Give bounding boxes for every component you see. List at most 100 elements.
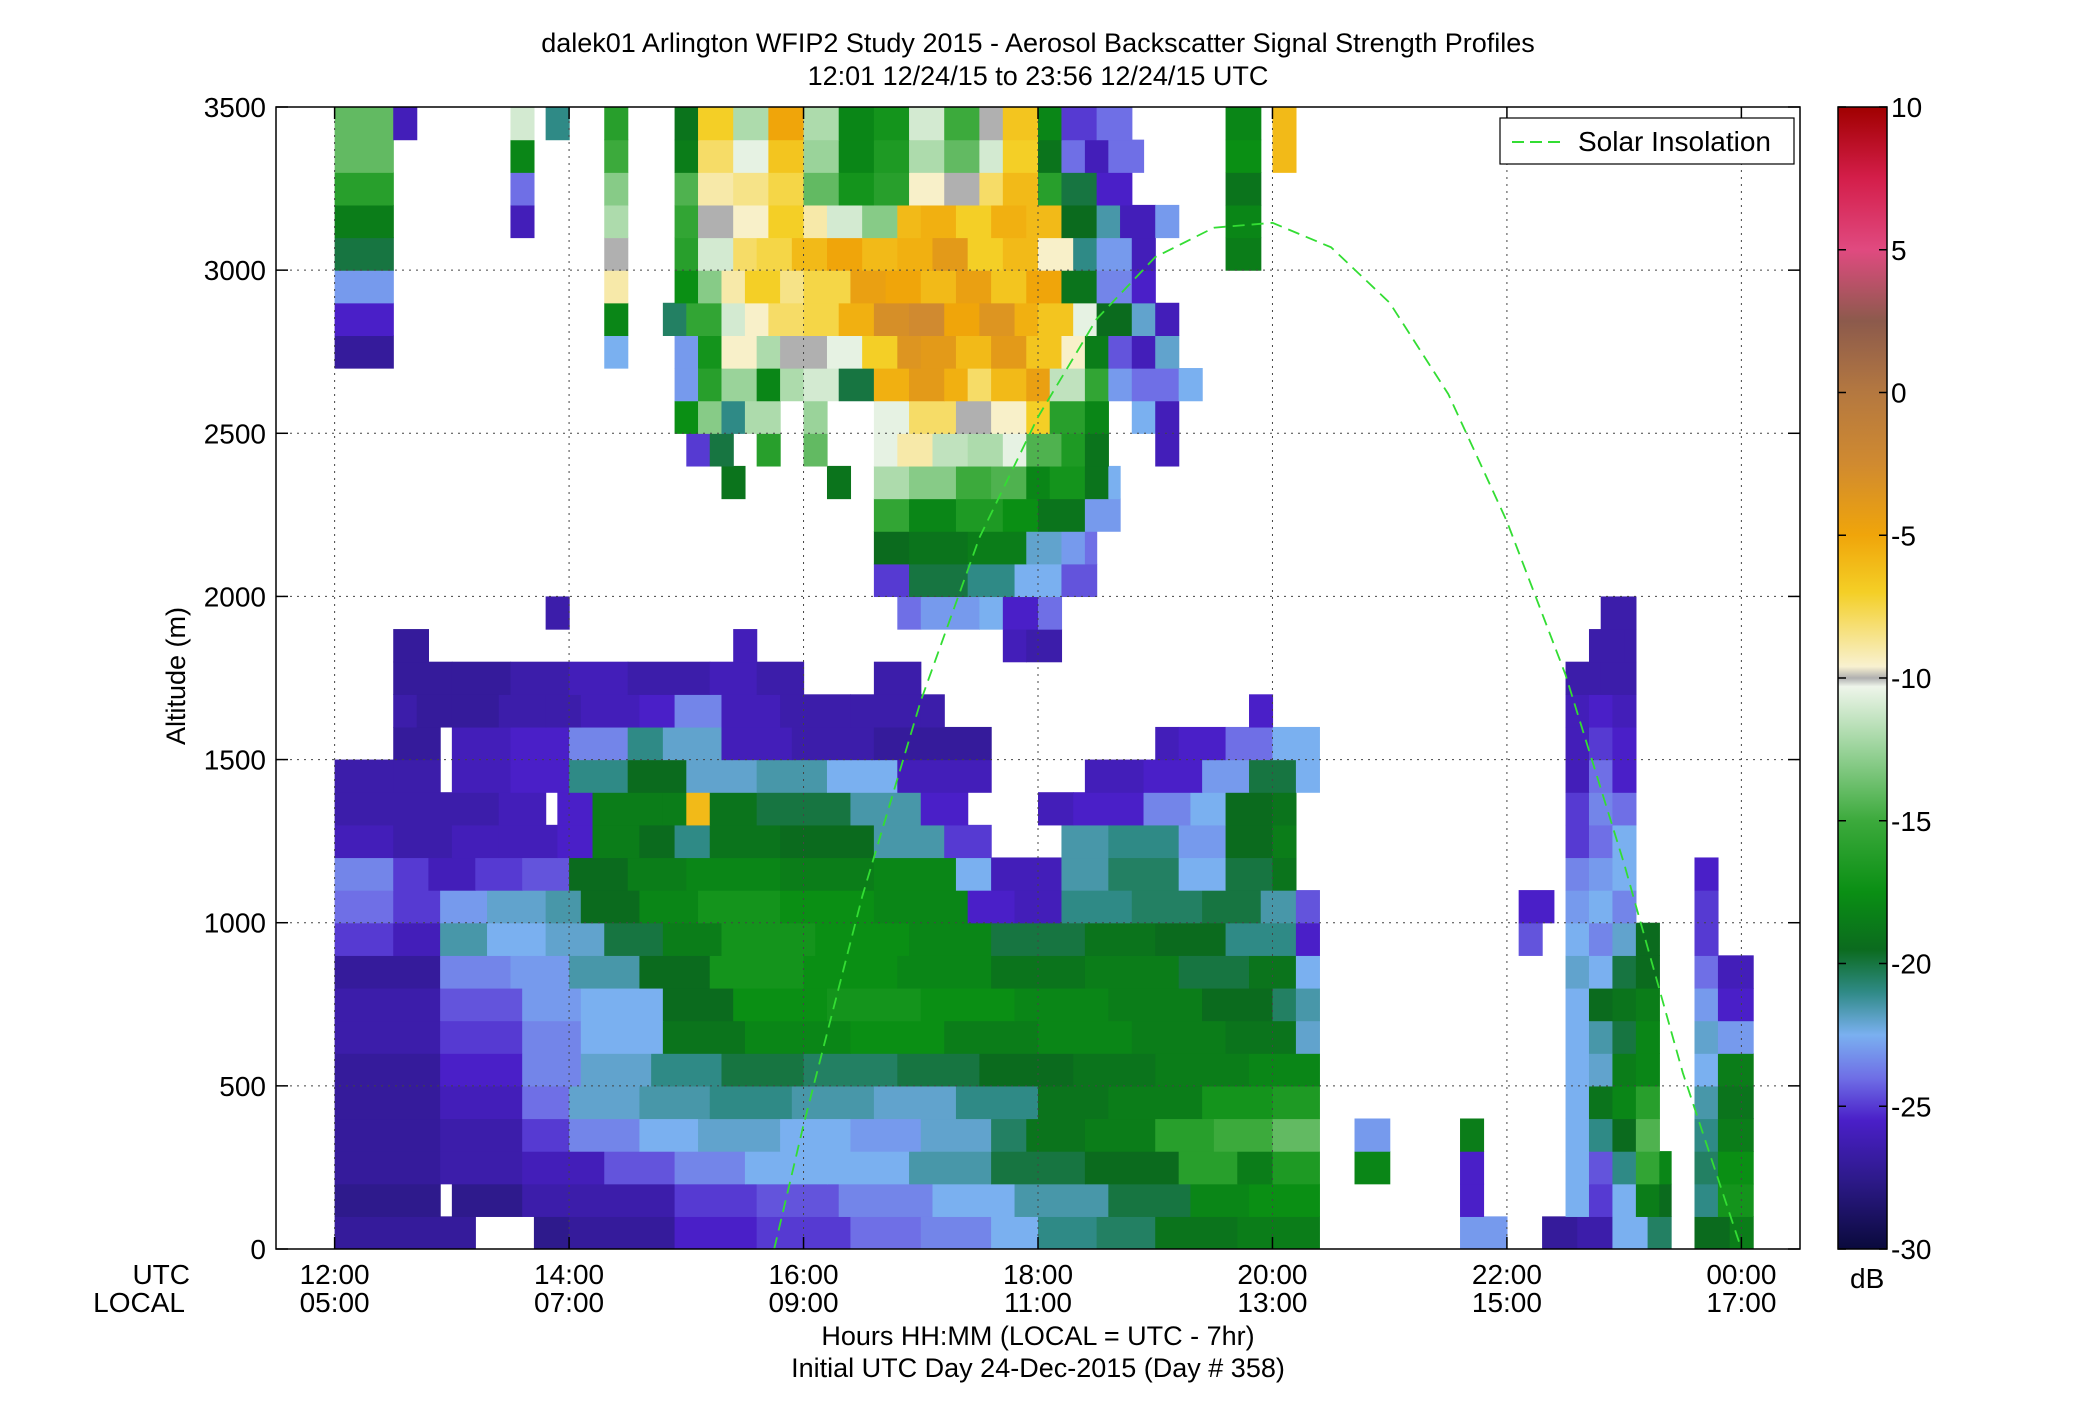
heatmap-cell (604, 107, 629, 141)
heatmap-cell (569, 1085, 641, 1120)
heatmap-cell (1612, 1020, 1637, 1054)
heatmap-cell (1061, 563, 1098, 598)
heatmap-cell (1565, 1020, 1590, 1054)
heatmap-cell (909, 139, 945, 173)
heatmap-cell (1038, 498, 1086, 532)
heatmap-cell (721, 922, 816, 956)
heatmap-cell (850, 1216, 922, 1249)
heatmap-cell (979, 596, 1004, 630)
chart-subtitle: 12:01 12/24/15 to 23:56 12/24/15 UTC (808, 61, 1269, 91)
heatmap-cell (897, 237, 934, 271)
heatmap-cell (639, 1085, 711, 1120)
heatmap-cell (510, 759, 570, 793)
heatmap-cell (768, 172, 805, 206)
heatmap-cell (334, 1216, 476, 1249)
heatmap-cell (791, 1085, 875, 1120)
heatmap-cell (873, 368, 910, 402)
heatmap-cell (944, 824, 992, 859)
heatmap-cell (334, 1085, 441, 1120)
heatmap-cell (1120, 204, 1156, 239)
heatmap-cell (440, 1118, 523, 1152)
y-tick-label: 3500 (204, 92, 266, 123)
heatmap-cell (1202, 759, 1250, 793)
heatmap-cell (334, 1053, 441, 1087)
heatmap-cell (920, 204, 957, 239)
heatmap-cell (522, 1053, 582, 1087)
heatmap-cell (1038, 302, 1074, 336)
heatmap-cell (991, 857, 1063, 891)
heatmap-cell (850, 1020, 945, 1054)
heatmap-cell (393, 922, 441, 956)
heatmap-cell (873, 172, 910, 206)
heatmap-cell (803, 955, 898, 989)
heatmap-cell (955, 498, 1004, 532)
heatmap-cell (1049, 400, 1086, 434)
heatmap-cell (709, 792, 758, 826)
heatmap-cell (639, 1118, 699, 1152)
heatmap-cell (1295, 955, 1320, 989)
heatmap-cell (756, 1183, 840, 1217)
heatmap-cell (674, 172, 699, 206)
heatmap-cell (604, 270, 629, 304)
heatmap-cell (510, 955, 570, 989)
heatmap-cell (1155, 302, 1180, 336)
heatmap-cell (1565, 792, 1590, 826)
heatmap-cell (569, 759, 629, 793)
heatmap-cell (944, 368, 969, 402)
heatmap-cell (756, 335, 781, 369)
heatmap-cell (662, 302, 687, 336)
heatmap-cell (334, 302, 394, 336)
heatmap-cell (826, 335, 863, 369)
heatmap-cell (545, 890, 582, 924)
heatmap-cell (1190, 1183, 1250, 1217)
colorbar-tick-label: -10 (1891, 663, 1931, 694)
heatmap-cell (686, 759, 758, 793)
heatmap-cell (1694, 922, 1719, 956)
heatmap-cell (1612, 1183, 1637, 1217)
heatmap-cell (1178, 726, 1227, 761)
heatmap-cell (873, 857, 957, 891)
heatmap-cell (686, 433, 711, 467)
heatmap-cell (803, 204, 828, 239)
heatmap-cell (803, 1053, 898, 1087)
heatmap-cell (1612, 1053, 1637, 1087)
heatmap-cell (440, 1020, 523, 1054)
heatmap-cell (1249, 694, 1274, 728)
heatmap-cell (1038, 1216, 1098, 1249)
heatmap-cell (1084, 1118, 1156, 1152)
heatmap-cell (1061, 824, 1109, 859)
heatmap-cell (674, 368, 699, 402)
heatmap-cell (967, 368, 992, 402)
heatmap-cell (1225, 172, 1262, 206)
heatmap-cell (1565, 824, 1590, 859)
heatmap-cell (991, 922, 1086, 956)
heatmap-cell (1061, 172, 1098, 206)
heatmap-cell (1038, 792, 1074, 826)
heatmap-cell (1612, 987, 1637, 1022)
heatmap-cell (686, 792, 711, 826)
heatmap-cell (873, 465, 910, 500)
heatmap-cell (1237, 1216, 1320, 1249)
heatmap-cell (909, 498, 957, 532)
heatmap-cell (909, 531, 969, 565)
heatmap-cell (1717, 1118, 1754, 1152)
heatmap-cell (440, 955, 512, 989)
heatmap-cell (1155, 433, 1180, 467)
heatmap-cell (698, 1118, 781, 1152)
solar-insolation-line (773, 221, 1743, 1249)
heatmap-cell (873, 531, 910, 565)
chart-title: dalek01 Arlington WFIP2 Study 2015 - Aer… (541, 28, 1535, 58)
x-tick-label-local: 09:00 (768, 1287, 838, 1318)
heatmap-cell (1565, 890, 1590, 924)
heatmap-cell (1002, 629, 1027, 663)
colorbar-tick-label: -20 (1891, 949, 1931, 980)
heatmap-cell (850, 1118, 922, 1152)
heatmap-cell (803, 433, 828, 467)
heatmap-cell (627, 857, 687, 891)
heatmap-cell (1061, 857, 1109, 891)
heatmap-cell (662, 1020, 746, 1054)
heatmap-cell (1565, 759, 1590, 793)
heatmap-cell (920, 1118, 992, 1152)
heatmap-cell (1143, 759, 1203, 793)
heatmap-cell (580, 1053, 652, 1087)
